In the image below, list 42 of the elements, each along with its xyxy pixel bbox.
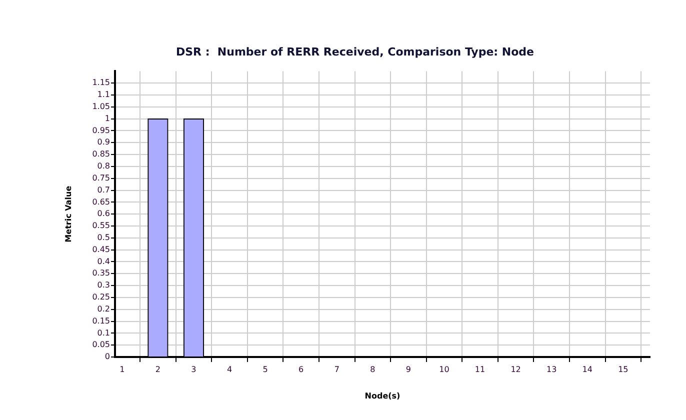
y-tick-label: 0.05 [92,340,110,350]
x-tick-label: 1 [120,364,125,374]
y-axis-title: Metric Value [64,185,73,242]
y-tick-label: 0.5 [97,232,110,242]
y-tick-label: 0.9 [97,138,110,147]
x-tick-label: 4 [226,364,232,374]
x-tick-label: 15 [618,364,628,374]
y-tick-label: 0.25 [92,292,110,302]
y-tick-label: 1 [104,114,110,123]
y-tick-label: 0.15 [92,316,110,326]
y-tick-label: 0.6 [97,209,110,218]
x-tick-label: 9 [406,364,411,374]
x-tick-label: 2 [155,364,160,374]
x-tick-label: 12 [510,364,521,374]
y-tick-label: 0 [104,352,110,362]
y-tick-label: 0.3 [97,280,110,290]
y-tick-label: 0.1 [97,328,110,338]
x-tick-label: 10 [439,364,450,374]
y-tick-label: 0.45 [92,244,110,254]
x-tick-label: 11 [474,364,486,374]
y-tick-label: 0.55 [92,221,110,230]
y-tick-label: 1.15 [92,78,110,88]
y-tick-label: 0.35 [92,268,110,278]
y-tick-label: 0.2 [97,304,110,314]
y-tick-label: 0.75 [92,173,110,182]
x-axis-title: Node(s) [364,391,400,400]
y-tick-label: 0.85 [92,150,110,159]
x-tick-label: 14 [582,364,592,374]
y-tick-label: 1.05 [92,102,110,112]
x-tick-label: 3 [191,364,196,374]
y-tick-label: 0.7 [97,185,110,194]
y-tick-label: 0.8 [97,162,110,171]
x-tick-label: 8 [370,364,376,374]
x-tick-label: 7 [334,364,340,374]
x-tick-label: 6 [298,364,304,374]
x-tick-label: 5 [262,364,268,374]
y-tick-label: 0.4 [97,256,110,266]
y-tick-label: 0.95 [92,126,110,135]
y-tick-label: 1.1 [97,90,110,100]
y-tick-label: 0.65 [92,197,110,206]
chart-title: DSR : Number of RERR Received, Comparison Type: Node [176,45,534,58]
x-tick-label: 13 [546,364,557,374]
